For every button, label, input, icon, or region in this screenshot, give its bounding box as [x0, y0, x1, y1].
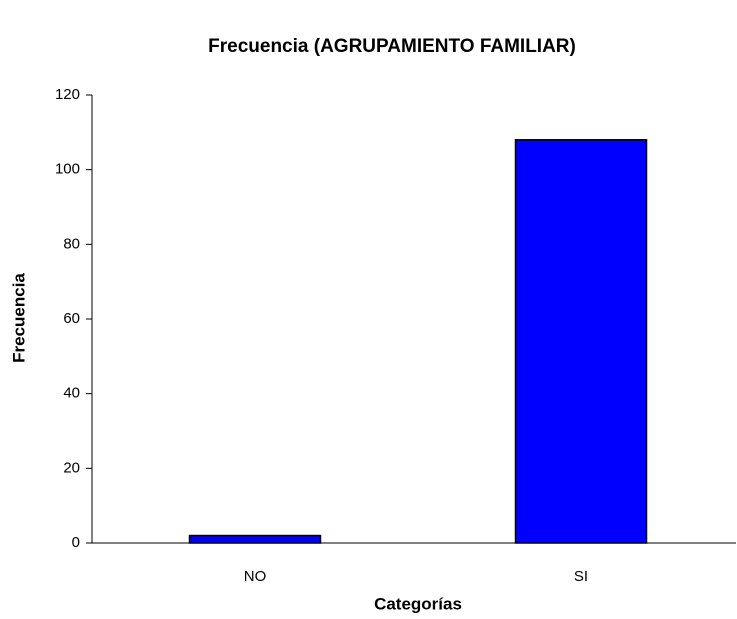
- y-tick-label: 60: [63, 310, 80, 327]
- y-axis-label: Frecuencia: [9, 273, 28, 363]
- bar: [188, 534, 322, 544]
- x-tick-label: NO: [244, 568, 267, 585]
- y-tick-label: 100: [55, 161, 80, 178]
- x-tick-label: SI: [574, 568, 588, 585]
- y-tick-label: 80: [63, 235, 80, 252]
- y-tick-label: 120: [55, 86, 80, 103]
- y-tick-label: 40: [63, 385, 80, 402]
- y-tick-label: 0: [72, 534, 80, 551]
- chart-title: Frecuencia (AGRUPAMIENTO FAMILIAR): [208, 36, 576, 57]
- bar: [514, 139, 648, 544]
- x-axis-label: Categorías: [374, 594, 462, 613]
- y-tick-label: 20: [63, 459, 80, 476]
